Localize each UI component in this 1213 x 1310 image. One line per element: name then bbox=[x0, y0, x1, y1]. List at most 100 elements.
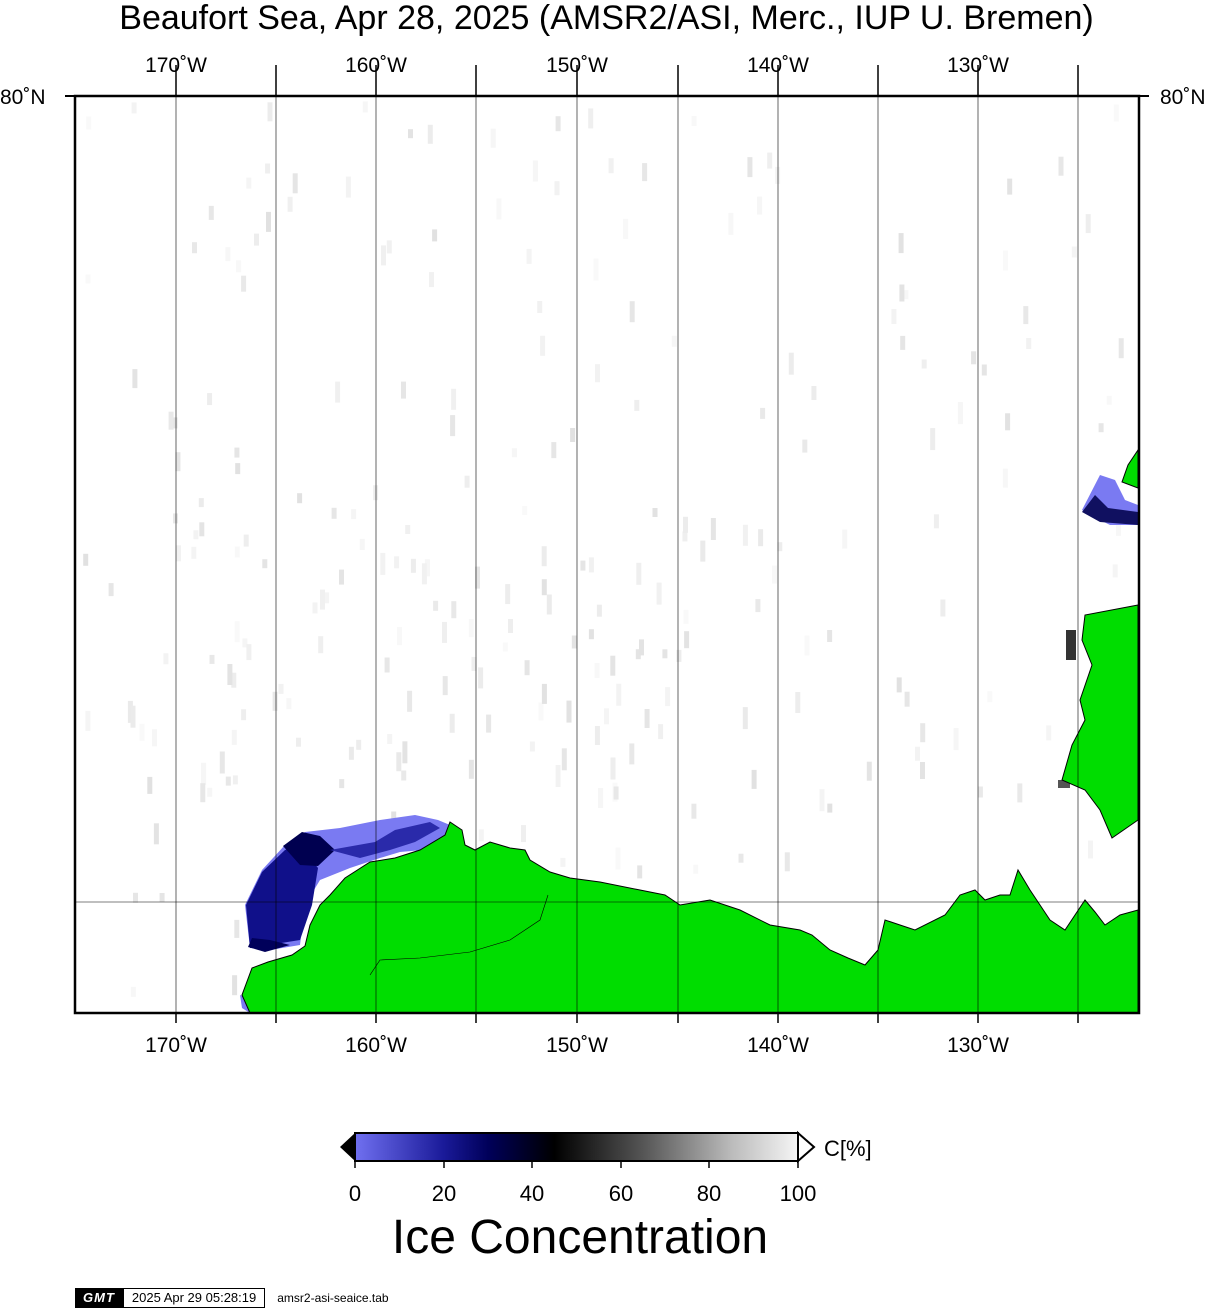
ice-speckle bbox=[208, 205, 214, 220]
lat-label-right-80n: 80˚N bbox=[1160, 86, 1206, 109]
ice-speckle bbox=[570, 428, 576, 442]
ice-speckle bbox=[899, 284, 905, 302]
ice-speckle bbox=[387, 734, 393, 744]
ice-speckle bbox=[596, 604, 602, 617]
ice-speckle bbox=[335, 381, 341, 403]
ice-speckle bbox=[747, 157, 753, 178]
ice-speckle bbox=[287, 196, 293, 212]
ice-speckle bbox=[331, 507, 337, 519]
ice-speckle bbox=[1023, 306, 1029, 325]
ice-speckle bbox=[320, 589, 325, 610]
ice-speckle bbox=[642, 163, 648, 182]
ice-speckle bbox=[802, 439, 808, 453]
ice-speckle bbox=[408, 129, 413, 139]
colorbar-title: Ice Concentration bbox=[391, 1211, 769, 1264]
ice-speckle bbox=[207, 393, 213, 406]
ice-speckle bbox=[490, 128, 496, 148]
ice-speckle bbox=[891, 309, 897, 324]
ice-speckle bbox=[608, 158, 614, 174]
ice-speckle bbox=[451, 601, 457, 619]
ice-speckle bbox=[234, 919, 240, 938]
ice-speckle bbox=[468, 619, 474, 638]
ice-speckle bbox=[442, 621, 447, 643]
ice-speckle bbox=[348, 746, 354, 760]
ice-speckle bbox=[131, 102, 137, 114]
ice-speckle bbox=[827, 630, 833, 642]
colorbar-tick-20: 20 bbox=[431, 1181, 457, 1206]
ice-speckle bbox=[163, 653, 169, 665]
ice-speckle bbox=[401, 381, 406, 399]
ice-speckle bbox=[286, 698, 292, 710]
ice-speckle bbox=[427, 124, 433, 144]
ice-speckle bbox=[318, 636, 324, 654]
ice-speckle bbox=[758, 529, 764, 547]
ice-speckle bbox=[1017, 783, 1023, 803]
ice-speckle bbox=[788, 352, 794, 375]
colorbar-tick-80: 80 bbox=[696, 1181, 722, 1206]
ice-speckle bbox=[433, 600, 439, 611]
ice-speckle bbox=[529, 741, 535, 752]
colorbar-unit: C[%] bbox=[824, 1136, 872, 1161]
ice-speckle bbox=[658, 724, 664, 740]
ice-speckle bbox=[475, 566, 480, 589]
colorbar-tick-100: 100 bbox=[779, 1181, 817, 1206]
ice-speckle bbox=[429, 272, 434, 288]
ice-speckle bbox=[623, 218, 629, 239]
ice-speckle bbox=[842, 529, 848, 549]
ice-speckle bbox=[505, 584, 511, 605]
ice-speckle bbox=[682, 531, 688, 542]
colorbar-tick-40: 40 bbox=[519, 1181, 545, 1206]
ice-speckle bbox=[133, 892, 138, 903]
ice-speckle bbox=[85, 710, 91, 731]
ice-speckle bbox=[1113, 104, 1119, 122]
ice-speckle bbox=[231, 729, 237, 745]
ice-speckle bbox=[629, 743, 635, 765]
ice-speckle bbox=[904, 691, 910, 707]
ice-speckle bbox=[795, 692, 801, 713]
ice-speckle bbox=[804, 635, 810, 656]
ice-speckle bbox=[127, 700, 133, 723]
gmt-logo: GMT bbox=[75, 1288, 123, 1308]
colorbar-tick-60: 60 bbox=[608, 1181, 634, 1206]
ice-speckle bbox=[384, 657, 390, 673]
ice-speckle bbox=[522, 506, 528, 515]
ice-speckle bbox=[451, 388, 457, 410]
ice-speckle bbox=[1088, 840, 1093, 859]
ice-speckle bbox=[691, 803, 697, 819]
ice-speckle bbox=[407, 690, 413, 712]
ice-speckle bbox=[760, 407, 766, 419]
ice-speckle bbox=[83, 553, 89, 566]
ice-speckle bbox=[153, 823, 159, 845]
ice-speckle bbox=[1085, 214, 1091, 234]
ice-speckle bbox=[560, 857, 566, 867]
timestamp-text: 2025 Apr 29 05:28:19 bbox=[122, 1288, 266, 1308]
lon-label-bottom-130w: 130˚W bbox=[947, 1034, 1009, 1057]
ice-speckle bbox=[265, 163, 271, 174]
ice-speckle bbox=[234, 447, 240, 458]
ice-speckle bbox=[691, 116, 697, 126]
lon-label-bottom-150w: 150˚W bbox=[546, 1034, 608, 1057]
ice-speckle bbox=[526, 248, 532, 264]
ice-speckle bbox=[225, 776, 231, 786]
ice-speckle bbox=[953, 728, 959, 751]
ice-speckle bbox=[139, 723, 145, 741]
ice-speckle bbox=[266, 211, 271, 232]
ice-speckle bbox=[656, 582, 662, 605]
colorbar-tick-0: 0 bbox=[348, 1181, 362, 1206]
land-boundary-line bbox=[369, 894, 549, 976]
colorbar-gradient bbox=[354, 1132, 799, 1162]
lon-label-bottom-170w: 170˚W bbox=[145, 1034, 207, 1057]
ice-speckle bbox=[652, 508, 658, 517]
ice-speckle bbox=[987, 691, 993, 703]
ice-speckle bbox=[915, 746, 920, 761]
ice-speckle bbox=[594, 726, 600, 745]
mainland-land bbox=[241, 821, 1139, 1014]
ice-speckle bbox=[394, 556, 400, 569]
ice-speckle bbox=[397, 627, 402, 646]
ice-speckle bbox=[933, 514, 939, 529]
ice-speckle bbox=[610, 757, 616, 780]
ice-speckle bbox=[345, 176, 351, 198]
island-land-east bbox=[1061, 604, 1139, 839]
lon-label-bottom-160w: 160˚W bbox=[345, 1034, 407, 1057]
ice-speckle bbox=[502, 642, 508, 652]
